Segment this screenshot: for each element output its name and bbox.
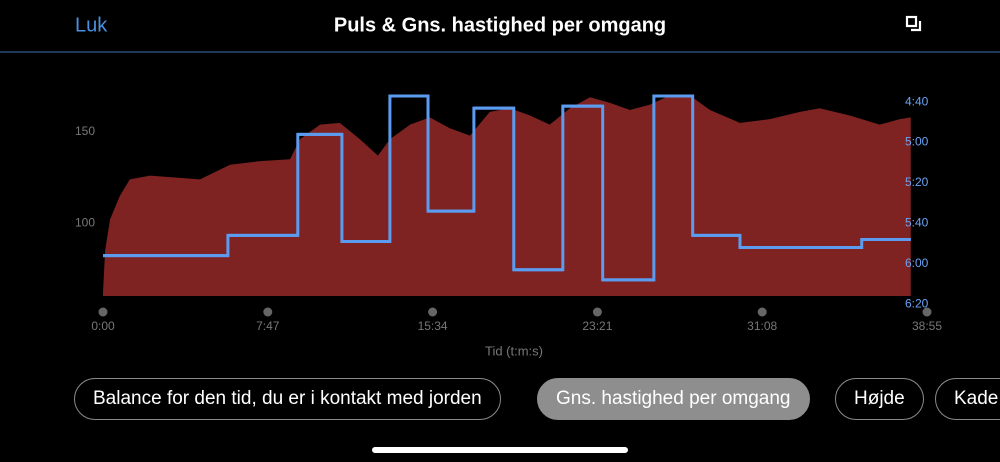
x-tick-dot (428, 307, 438, 317)
tab[interactable]: Højde (835, 378, 924, 420)
x-tick-dot (922, 307, 932, 317)
tab-active[interactable]: Gns. hastighed per omgang (537, 378, 810, 420)
x-tick-dot (757, 307, 767, 317)
y2-tick-label: 6:00 (905, 256, 929, 270)
expand-icon[interactable] (905, 15, 922, 32)
x-axis-label: Tid (t:m:s) (485, 343, 543, 358)
x-tick-label: 31:08 (747, 319, 777, 333)
y-tick-label: 150 (75, 124, 95, 138)
x-tick-label: 0:00 (91, 319, 115, 333)
y2-tick-label: 4:40 (905, 94, 929, 108)
x-tick-dot (98, 307, 108, 317)
heart-rate-area (103, 95, 911, 296)
title: Puls & Gns. hastighed per omgang (334, 14, 666, 36)
x-tick-label: 23:21 (582, 319, 612, 333)
x-tick-dot (592, 307, 602, 317)
x-tick-label: 7:47 (256, 319, 280, 333)
x-tick-dot (263, 307, 273, 317)
y2-tick-label: 5:20 (905, 175, 929, 189)
x-tick-label: 38:55 (912, 319, 942, 333)
y-tick-label: 100 (75, 215, 95, 229)
home-indicator (372, 447, 628, 453)
y2-tick-label: 5:00 (905, 135, 929, 149)
close-button[interactable]: Luk (75, 14, 108, 36)
y2-tick-label: 5:40 (905, 215, 929, 229)
x-tick-label: 15:34 (418, 319, 448, 333)
tab[interactable]: Kade (935, 378, 1000, 420)
tab[interactable]: Balance for den tid, du er i kontakt med… (74, 378, 501, 420)
y2-tick-label: 6:20 (905, 296, 929, 310)
